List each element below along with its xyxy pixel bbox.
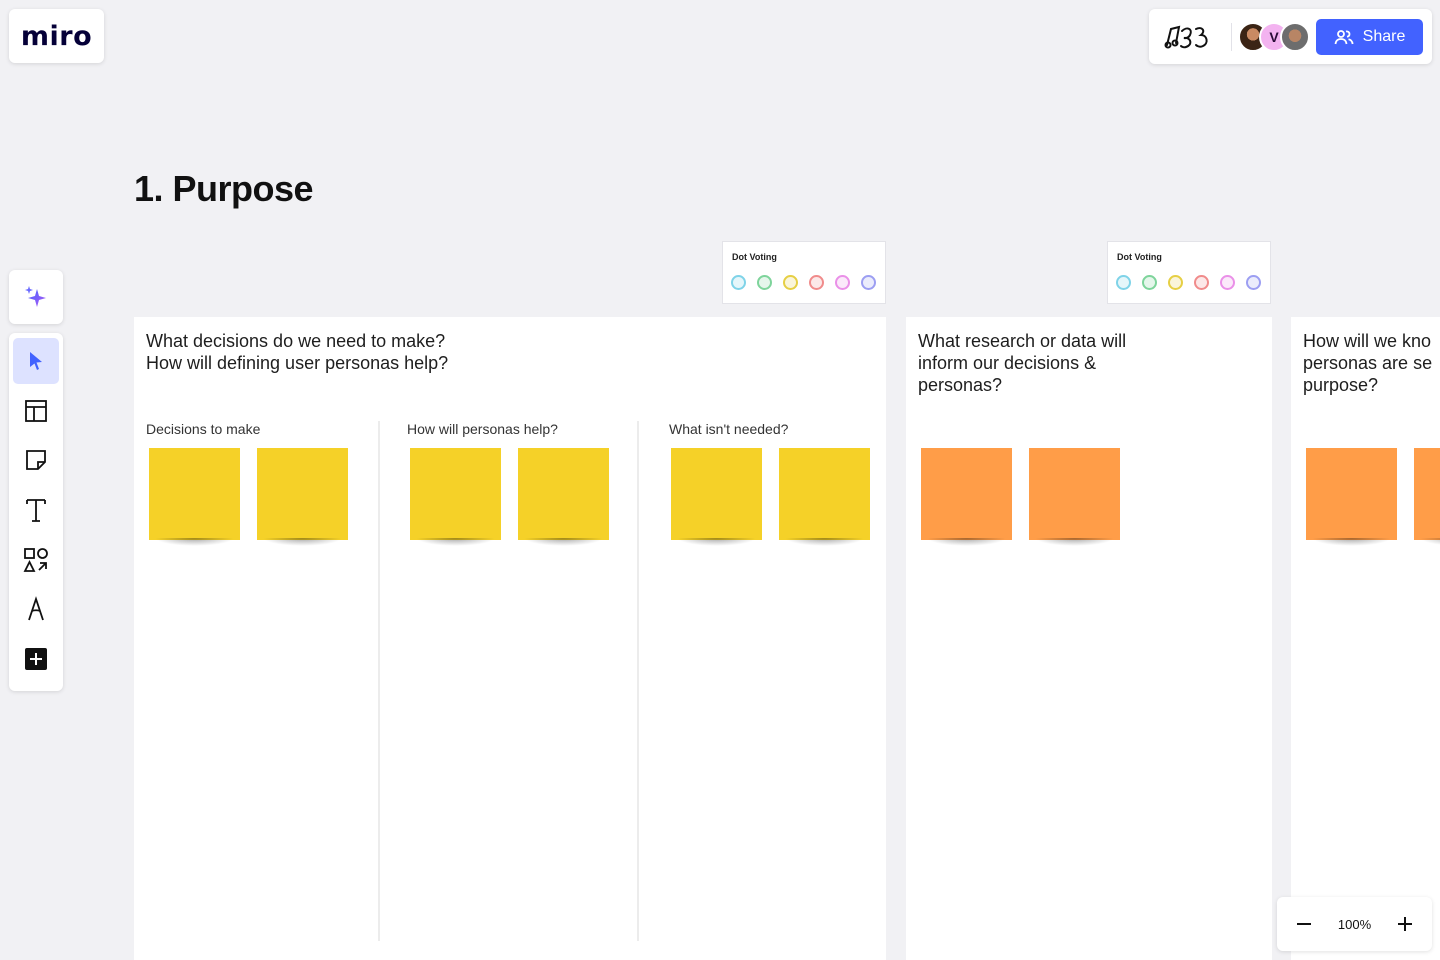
zoom-controls: 100%: [1277, 897, 1432, 951]
sticky-note[interactable]: [149, 448, 240, 546]
select-tool[interactable]: [13, 338, 59, 384]
cursor-icon: [30, 352, 42, 370]
sticky-note[interactable]: [1029, 448, 1120, 546]
column-label: How will personas help?: [407, 421, 558, 437]
vote-dot[interactable]: [835, 275, 850, 290]
vote-dot[interactable]: [1194, 275, 1209, 290]
collaborator-avatars[interactable]: V: [1238, 21, 1310, 52]
page-title: 1. Purpose: [134, 168, 314, 209]
avatar[interactable]: [1280, 21, 1310, 52]
frame-validation[interactable]: How will we kno personas are se purpose?: [1291, 317, 1440, 960]
more-tools-button[interactable]: [13, 636, 59, 682]
dot-voting-card[interactable]: Dot Voting: [722, 241, 886, 304]
vote-dot[interactable]: [861, 275, 876, 290]
column-divider: [637, 421, 639, 941]
voting-dots: [731, 275, 876, 290]
sticky-note[interactable]: [1414, 448, 1440, 546]
sticky-note[interactable]: [921, 448, 1012, 546]
shapes-tool[interactable]: [13, 537, 59, 583]
frame-decisions[interactable]: What decisions do we need to make? How w…: [134, 317, 886, 960]
dot-voting-title: Dot Voting: [1117, 252, 1162, 262]
vote-dot[interactable]: [1168, 275, 1183, 290]
layout-icon: [25, 399, 47, 422]
share-button[interactable]: Share: [1316, 18, 1423, 55]
vote-dot[interactable]: [1142, 275, 1157, 290]
column-label: What isn't needed?: [669, 421, 789, 437]
collaboration-bar: V Share: [1149, 9, 1432, 64]
voting-dots: [1116, 275, 1261, 290]
sticky-note[interactable]: [779, 448, 870, 546]
vote-dot[interactable]: [809, 275, 824, 290]
frame-question: How will we kno personas are se purpose?: [1303, 331, 1433, 395]
sticky-note[interactable]: [518, 448, 609, 546]
templates-tool[interactable]: [13, 388, 59, 434]
sticky-note[interactable]: [1306, 448, 1397, 546]
vote-dot[interactable]: [783, 275, 798, 290]
dot-voting-title: Dot Voting: [732, 252, 777, 262]
plus-square-icon: [25, 648, 47, 671]
plus-icon: [1398, 917, 1412, 931]
vote-dot[interactable]: [1116, 275, 1131, 290]
sticky-note-tool[interactable]: [13, 437, 59, 483]
sticky-note-icon: [26, 450, 46, 471]
frame-research[interactable]: What research or data will inform our de…: [906, 317, 1272, 960]
frame-question: What decisions do we need to make? How w…: [146, 331, 449, 373]
vote-dot[interactable]: [757, 275, 772, 290]
left-toolbar: [9, 333, 63, 691]
pen-tool[interactable]: [13, 586, 59, 632]
column-divider: [378, 421, 380, 941]
sticky-note[interactable]: [671, 448, 762, 546]
reactions-icon[interactable]: [1163, 21, 1217, 53]
column-label: Decisions to make: [146, 421, 261, 437]
shapes-icon: [23, 547, 48, 572]
text-tool[interactable]: [13, 487, 59, 533]
vote-dot[interactable]: [1220, 275, 1235, 290]
text-icon: [26, 499, 46, 522]
users-icon: [1334, 29, 1354, 44]
topbar-divider: [1231, 22, 1232, 51]
dot-voting-card[interactable]: Dot Voting: [1107, 241, 1271, 304]
vote-dot[interactable]: [1246, 275, 1261, 290]
vote-dot[interactable]: [731, 275, 746, 290]
sticky-note[interactable]: [257, 448, 348, 546]
zoom-out-button[interactable]: [1291, 911, 1317, 937]
ai-assist-button[interactable]: [9, 270, 63, 324]
zoom-in-button[interactable]: [1392, 911, 1418, 937]
miro-logo[interactable]: miro: [9, 9, 104, 63]
sticky-note[interactable]: [410, 448, 501, 546]
frame-question: What research or data will inform our de…: [918, 331, 1127, 395]
zoom-level[interactable]: 100%: [1337, 916, 1372, 932]
minus-icon: [1297, 923, 1311, 925]
sparkle-icon: [25, 286, 46, 307]
share-label: Share: [1362, 27, 1406, 45]
pen-icon: [28, 596, 44, 621]
